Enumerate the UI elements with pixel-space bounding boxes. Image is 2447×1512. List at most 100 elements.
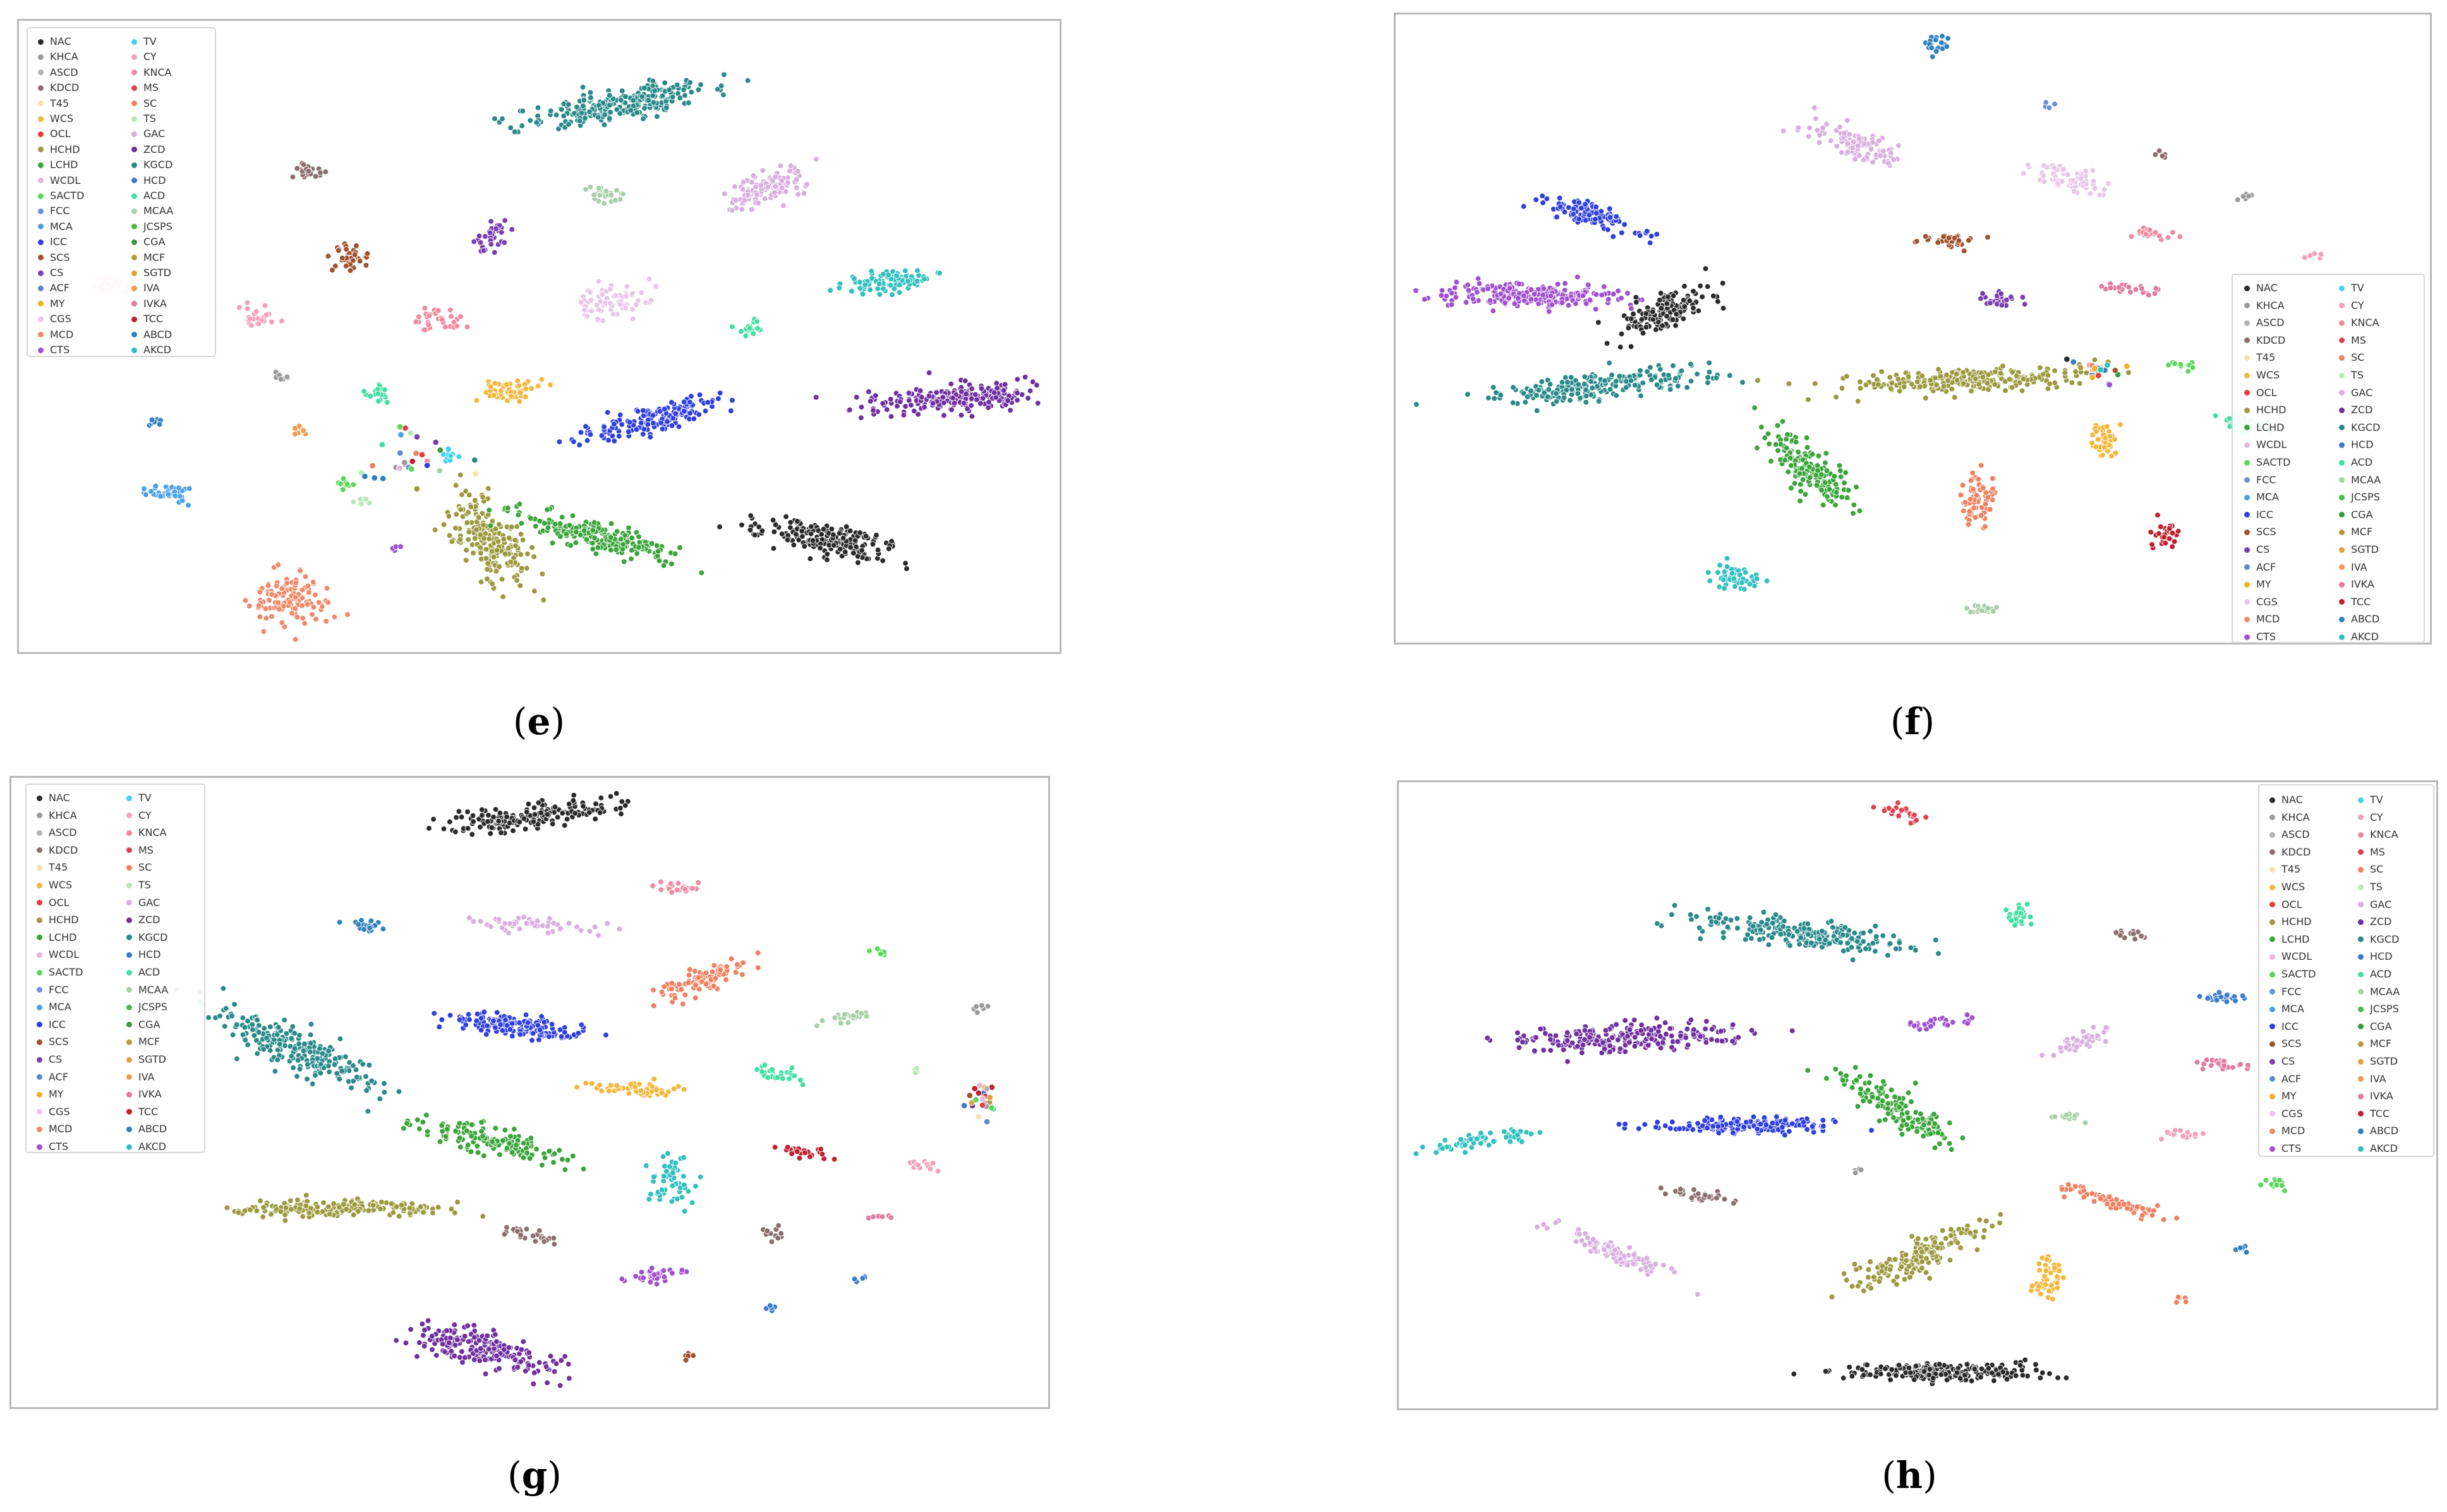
point-kgcd: [281, 1017, 288, 1024]
point-sc: [672, 995, 679, 1001]
point-gac: [1811, 104, 1818, 111]
point-abcd: [156, 421, 163, 428]
point-kgcd: [1622, 384, 1629, 391]
point-gac: [772, 183, 779, 190]
point-knca: [658, 886, 665, 893]
point-mcd: [292, 594, 299, 601]
point-kgcd: [1688, 378, 1695, 385]
point-lchd: [1806, 464, 1813, 470]
point-nac: [759, 528, 766, 535]
point-sc: [1959, 482, 1966, 488]
point-akcd: [1739, 579, 1745, 586]
point-hchd: [1960, 369, 1966, 376]
point-kgcd: [267, 1024, 274, 1031]
point-akcd: [1724, 563, 1731, 570]
point-icc: [1648, 233, 1655, 239]
point-mcd: [269, 613, 275, 620]
point-zcd: [962, 377, 969, 384]
legend-item-wcs: WCS: [38, 112, 73, 126]
legend-marker: [2244, 354, 2250, 361]
scatter-panel-e: NAC KHCA ASCD KDCD T45 WCS OCL HCHD LCHD WCDL SACT…: [17, 19, 1061, 654]
point-gac: [1861, 140, 1868, 147]
point-lchd: [589, 527, 596, 534]
point-cy: [269, 318, 275, 325]
point-hchd: [2019, 387, 2026, 394]
point-nac: [847, 544, 854, 551]
point-nac: [852, 537, 859, 544]
point-nac: [1665, 293, 1671, 300]
point-cts: [1565, 302, 1572, 309]
point-lchd: [1837, 473, 1844, 480]
point-nac: [552, 804, 559, 811]
legend-label: CGA: [143, 236, 166, 248]
point-nac: [854, 553, 861, 560]
point-acd: [759, 1068, 766, 1075]
point-fcc: [2051, 100, 2058, 107]
point-zcd: [905, 390, 912, 396]
point-mcd: [310, 603, 317, 610]
legend-label: WCDL: [2256, 438, 2287, 451]
point-kgcd: [547, 107, 554, 114]
legend-item-cs: CS: [2244, 543, 2269, 557]
cluster-knca: [2128, 224, 2184, 243]
legend-marker: [2244, 390, 2250, 396]
point-acd: [375, 398, 382, 404]
legend-item-cts: CTS: [2244, 630, 2276, 644]
point-lchd: [620, 541, 627, 548]
point-ts: [366, 500, 373, 506]
point-icc: [1576, 215, 1582, 222]
point-gac: [785, 179, 791, 186]
point-icc: [541, 1019, 548, 1025]
legend-label: TS: [2351, 369, 2364, 381]
legend-marker: [2244, 337, 2250, 344]
point-cgs: [2041, 178, 2048, 185]
point-gac: [728, 207, 735, 214]
point-cgs: [600, 317, 607, 324]
point-kgcd: [1583, 392, 1590, 399]
point-sc: [2089, 374, 2096, 381]
point-nac: [426, 825, 432, 832]
point-kgcd: [233, 1021, 240, 1028]
legend-item-ivka: IVKA: [2339, 578, 2374, 591]
point-kgcd: [1413, 401, 1420, 408]
point-hchd: [498, 576, 505, 583]
point-gac: [1827, 137, 1834, 144]
point-nac: [838, 553, 845, 559]
point-kgcd: [267, 1047, 274, 1054]
point-kgcd: [205, 1014, 212, 1021]
point-mcd: [275, 599, 282, 606]
point-kgcd: [617, 110, 624, 117]
legend-item-kdcd: KDCD: [38, 81, 79, 95]
point-kgcd: [1638, 392, 1644, 399]
point-hchd: [2125, 369, 2132, 376]
legend-item-ms: MS: [131, 81, 159, 95]
point-icc: [644, 421, 651, 428]
point-nac: [818, 531, 825, 538]
point-kgcd: [527, 117, 534, 124]
point-hchd: [512, 536, 519, 543]
point-kgcd: [350, 1078, 357, 1084]
point-lchd: [532, 523, 539, 529]
point-hchd: [2072, 368, 2079, 375]
legend-item-ocl: OCL: [38, 127, 71, 141]
point-akcd: [856, 279, 863, 286]
point-wcs: [2093, 428, 2100, 435]
point-akcd: [1753, 575, 1760, 582]
point-mcaa: [850, 1013, 857, 1019]
point-hchd: [457, 536, 464, 543]
point-kgcd: [260, 1046, 267, 1053]
point-nac: [1640, 330, 1646, 337]
point-knca: [421, 327, 428, 334]
point-kgcd: [630, 97, 637, 104]
point-kgcd: [669, 94, 676, 100]
point-hchd: [2046, 380, 2053, 387]
legend-label: MS: [143, 82, 159, 94]
point-icc: [1604, 226, 1611, 233]
point-mcaa: [1967, 608, 1974, 615]
legend-marker: [2339, 494, 2345, 500]
point-hchd: [495, 538, 502, 545]
point-zcd: [940, 394, 946, 401]
point-nac: [544, 811, 551, 818]
point-gac: [777, 162, 784, 169]
point-hchd: [496, 521, 502, 528]
